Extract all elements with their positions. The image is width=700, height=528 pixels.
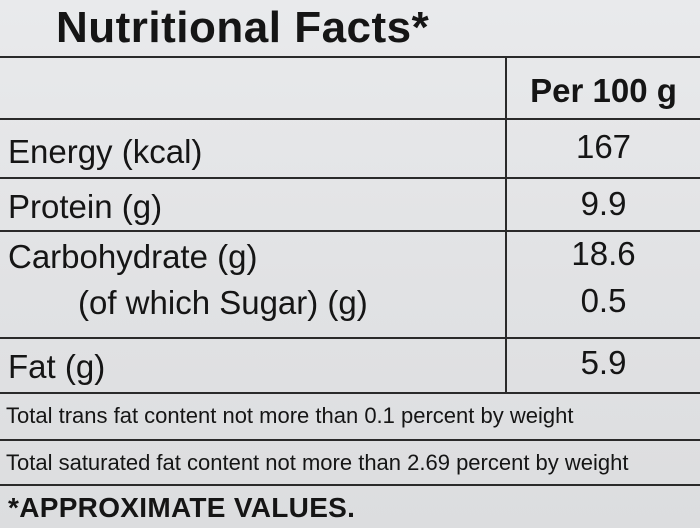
row-label-protein: Protein (g): [8, 188, 163, 225]
note-rule: [0, 439, 700, 441]
row-rule: [0, 177, 700, 179]
row-value-protein: 9.9: [580, 185, 627, 222]
row-label-carbohydrate: Carbohydrate (g): [8, 238, 258, 275]
row-label-energy: Energy (kcal): [8, 133, 203, 170]
row-rule: [0, 230, 700, 232]
table-bottom-rule: [0, 392, 700, 394]
row-label-fat: Fat (g): [8, 348, 106, 385]
header-rule: [0, 118, 700, 120]
row-value-fat: 5.9: [580, 344, 627, 381]
note-rule: [0, 484, 700, 486]
column-header-per-100g: Per 100 g: [530, 72, 677, 109]
row-rule: [0, 337, 700, 339]
row-label-sugar: (of which Sugar) (g): [78, 284, 368, 321]
approximate-values-footnote: *APPROXIMATE VALUES.: [8, 492, 356, 523]
note-trans-fat: Total trans fat content not more than 0.…: [6, 403, 574, 428]
row-value-carbohydrate: 18.6: [571, 235, 636, 272]
row-value-energy: 167: [575, 128, 632, 165]
column-divider: [505, 56, 507, 394]
table-top-rule: [0, 56, 700, 58]
row-value-sugar: 0.5: [580, 282, 627, 319]
label-title: Nutritional Facts*: [56, 3, 430, 52]
note-saturated-fat: Total saturated fat content not more tha…: [6, 450, 629, 475]
